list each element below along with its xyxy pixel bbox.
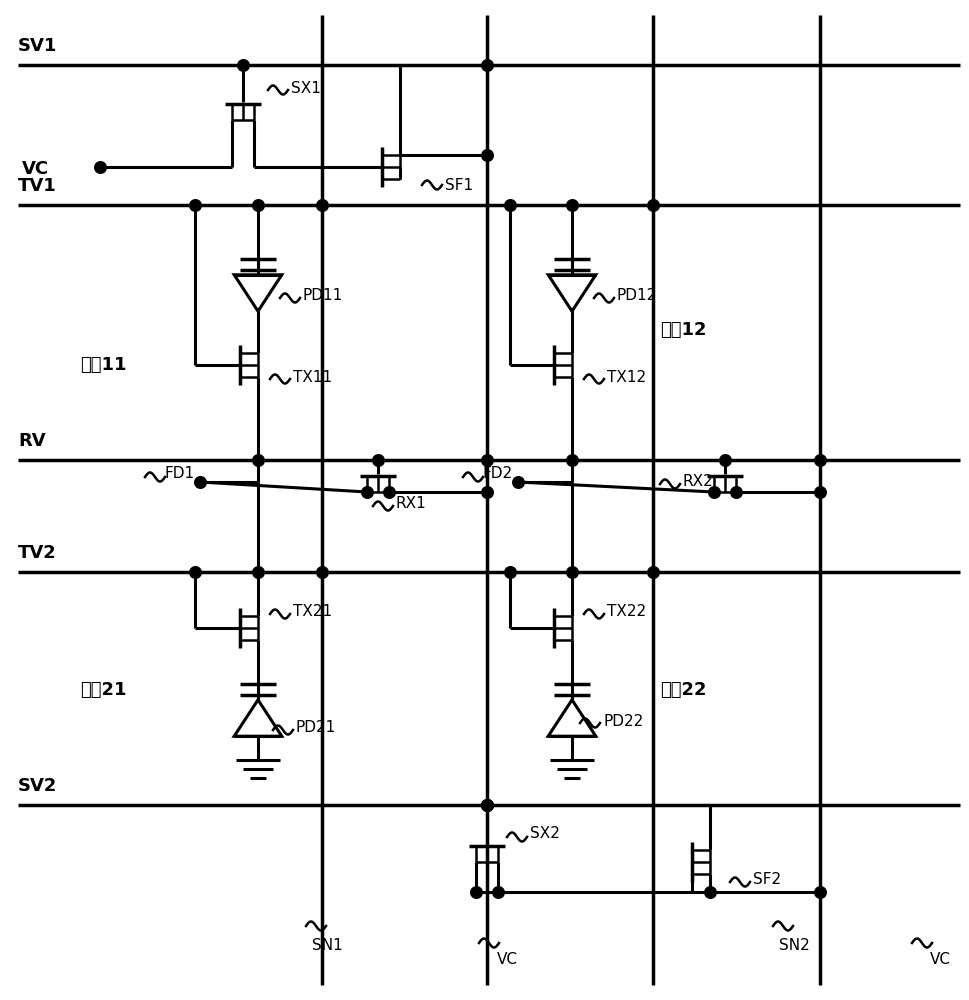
Text: 像素11: 像素11	[79, 356, 126, 374]
Point	[479, 147, 494, 163]
Point	[314, 564, 329, 580]
Text: SX1: SX1	[291, 81, 321, 96]
Text: SN1: SN1	[312, 938, 342, 953]
Point	[716, 452, 732, 468]
Text: VC: VC	[929, 952, 950, 967]
Point	[359, 484, 374, 500]
Text: 像素22: 像素22	[659, 681, 705, 699]
Text: RV: RV	[18, 432, 46, 450]
Text: SF1: SF1	[445, 178, 473, 193]
Point	[510, 474, 525, 490]
Text: SV1: SV1	[18, 37, 57, 55]
Point	[468, 884, 484, 900]
Point	[564, 452, 579, 468]
Point	[564, 197, 579, 213]
Point	[811, 452, 827, 468]
Text: FD1: FD1	[165, 466, 195, 482]
Text: RX2: RX2	[682, 475, 713, 489]
Point	[479, 452, 494, 468]
Text: SV2: SV2	[18, 777, 57, 795]
Point	[381, 484, 396, 500]
Point	[370, 452, 386, 468]
Point	[705, 484, 721, 500]
Text: PD11: PD11	[302, 288, 343, 304]
Point	[644, 197, 660, 213]
Point	[479, 797, 494, 813]
Text: RX1: RX1	[395, 496, 426, 512]
Point	[811, 484, 827, 500]
Text: TX12: TX12	[607, 369, 645, 384]
Point	[187, 564, 203, 580]
Point	[644, 564, 660, 580]
Point	[250, 197, 266, 213]
Point	[250, 452, 266, 468]
Text: 像素12: 像素12	[659, 321, 705, 339]
Text: TV1: TV1	[18, 177, 57, 195]
Point	[728, 484, 743, 500]
Point	[250, 564, 266, 580]
Text: VC: VC	[22, 160, 49, 178]
Point	[502, 197, 517, 213]
Text: FD2: FD2	[483, 466, 513, 482]
Text: PD22: PD22	[604, 713, 643, 728]
Text: PD12: PD12	[616, 288, 657, 304]
Point	[187, 197, 203, 213]
Point	[811, 884, 827, 900]
Text: SF2: SF2	[752, 872, 780, 888]
Text: TV2: TV2	[18, 544, 57, 562]
Point	[564, 564, 579, 580]
Text: TX22: TX22	[607, 604, 645, 619]
Text: SN2: SN2	[778, 938, 809, 953]
Text: PD21: PD21	[296, 720, 336, 735]
Point	[479, 797, 494, 813]
Point	[192, 474, 207, 490]
Text: VC: VC	[496, 952, 517, 967]
Point	[314, 197, 329, 213]
Point	[502, 564, 517, 580]
Point	[92, 159, 108, 175]
Point	[479, 797, 494, 813]
Point	[702, 884, 717, 900]
Text: 像素21: 像素21	[79, 681, 126, 699]
Point	[479, 57, 494, 73]
Point	[235, 57, 251, 73]
Text: TX11: TX11	[293, 369, 331, 384]
Point	[489, 884, 505, 900]
Text: SX2: SX2	[529, 826, 559, 841]
Point	[479, 484, 494, 500]
Text: TX21: TX21	[293, 604, 331, 619]
